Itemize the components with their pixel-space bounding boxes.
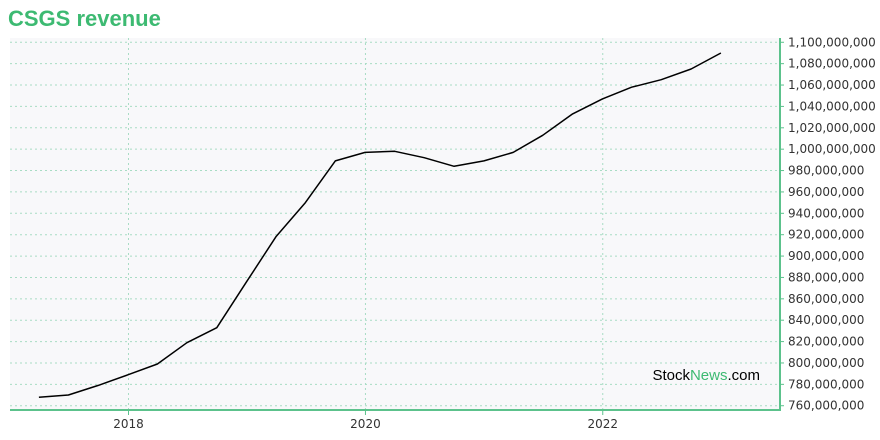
revenue-series-line: [38, 52, 722, 398]
x-tick-label: 2018: [113, 417, 144, 431]
watermark-stock: Stock: [652, 367, 690, 384]
y-tick-label: 820,000,000: [788, 335, 864, 349]
plot-background: [10, 38, 780, 410]
y-tick-label: 780,000,000: [788, 377, 864, 391]
series-layer: [38, 52, 722, 398]
y-tick-label: 940,000,000: [788, 206, 864, 220]
y-tick-label: 980,000,000: [788, 164, 864, 178]
y-tick-label: 760,000,000: [788, 399, 864, 413]
stocknews-watermark: StockNews.com: [652, 367, 760, 384]
y-tick-label: 960,000,000: [788, 185, 864, 199]
y-tick-label: 1,020,000,000: [788, 121, 876, 135]
y-tick-label: 1,040,000,000: [788, 99, 876, 113]
x-tick-label: 2020: [350, 417, 381, 431]
axes: [10, 38, 784, 415]
y-tick-label: 800,000,000: [788, 356, 864, 370]
tick-labels: 760,000,000 780,000,000 800,000,000 820,000…: [113, 35, 876, 431]
y-tick-label: 900,000,000: [788, 249, 864, 263]
y-tick-label: 880,000,000: [788, 270, 864, 284]
y-tick-label: 860,000,000: [788, 292, 864, 306]
chart-title: CSGS revenue: [8, 6, 161, 31]
x-tick-label: 2022: [587, 417, 618, 431]
watermark-com: .com: [727, 367, 760, 384]
y-tick-label: 840,000,000: [788, 313, 864, 327]
y-tick-label: 1,080,000,000: [788, 57, 876, 71]
y-tick-label: 1,100,000,000: [788, 35, 876, 49]
grid: [10, 38, 780, 410]
y-tick-label: 1,060,000,000: [788, 78, 876, 92]
y-tick-label: 920,000,000: [788, 228, 864, 242]
y-tick-label: 1,000,000,000: [788, 142, 876, 156]
watermark-news: News: [690, 367, 728, 384]
